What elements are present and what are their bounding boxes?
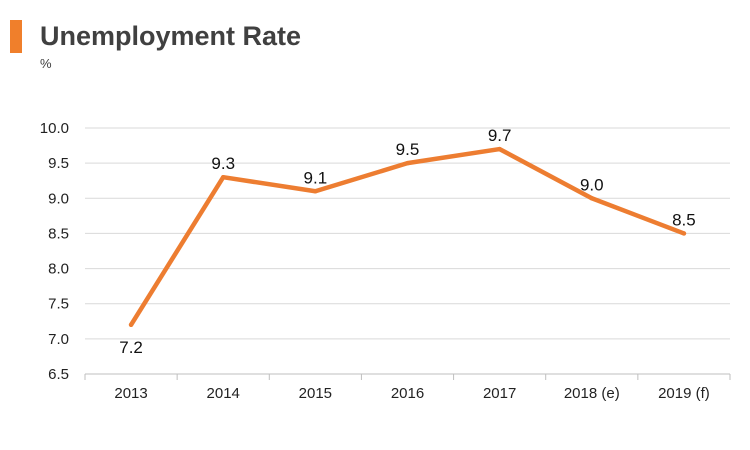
x-tick-label: 2016 [391, 385, 424, 402]
data-point [221, 175, 226, 180]
x-tick-label: 2014 [207, 385, 240, 402]
x-tick-label: 2015 [299, 385, 332, 402]
data-point [589, 196, 594, 201]
data-point [313, 189, 318, 194]
y-tick-label: 8.5 [48, 225, 69, 242]
x-tick-label: 2013 [114, 385, 147, 402]
x-tick-label: 2019 (f) [658, 385, 710, 402]
data-point [497, 146, 502, 152]
data-label: 9.3 [211, 154, 235, 173]
data-label: 7.2 [119, 338, 143, 357]
y-axis-ticks: 6.5 7.0 7.5 8.0 8.5 9.0 9.5 10.0 [40, 120, 69, 383]
y-tick-label: 7.0 [48, 331, 69, 348]
x-tick-label: 2018 (e) [564, 385, 620, 402]
series-group [128, 146, 687, 328]
data-point [405, 160, 410, 166]
unit-label: % [40, 56, 52, 71]
gridlines [85, 127, 730, 375]
y-tick-label: 8.0 [48, 261, 69, 278]
y-tick-label: 6.5 [48, 366, 69, 383]
data-label: 9.1 [304, 168, 328, 187]
data-label: 9.5 [396, 140, 420, 159]
data-label: 8.5 [672, 210, 696, 229]
title-accent-bar [10, 20, 22, 53]
y-tick-label: 9.0 [48, 190, 69, 207]
data-labels: 7.2 9.3 9.1 9.5 9.7 9.0 8.5 [119, 126, 695, 357]
chart-title: Unemployment Rate [40, 21, 302, 51]
y-tick-label: 9.5 [48, 155, 69, 172]
y-tick-label: 10.0 [40, 120, 69, 137]
data-label: 9.7 [488, 126, 512, 145]
x-tick-label: 2017 [483, 385, 516, 402]
data-label: 9.0 [580, 175, 604, 194]
y-tick-label: 7.5 [48, 296, 69, 313]
data-point [128, 322, 134, 327]
x-axis-ticks: 2013 2014 2015 2016 2017 2018 (e) 2019 (f) [84, 374, 731, 402]
data-point [681, 231, 687, 236]
